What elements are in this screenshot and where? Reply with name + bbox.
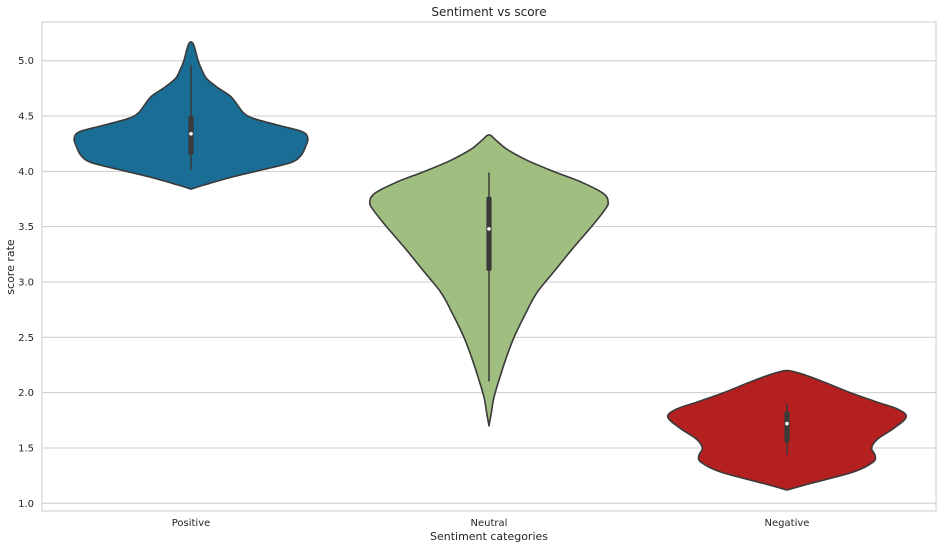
y-tick-labels: 1.0 1.5 2.0 2.5 3.0 3.5 4.0 4.5 5.0 <box>18 56 34 510</box>
median-dot <box>785 421 789 426</box>
x-tick-label: Positive <box>172 518 211 529</box>
violins <box>73 41 908 491</box>
violin-negative <box>666 369 908 491</box>
violin-positive <box>73 41 309 190</box>
plot-frame <box>41 21 937 512</box>
iqr-box <box>784 411 790 443</box>
median-dot <box>189 131 193 136</box>
y-tick-label: 1.5 <box>18 443 34 454</box>
y-tick-label: 1.0 <box>18 499 34 510</box>
median-dot <box>487 227 491 231</box>
y-tick-label: 5.0 <box>18 56 34 67</box>
y-tick-label: 3.5 <box>18 222 34 233</box>
y-tick-label: 2.5 <box>18 333 34 344</box>
x-tick-label: Neutral <box>471 518 508 529</box>
x-tick-labels: Positive Neutral Negative <box>172 518 810 529</box>
iqr-box <box>486 196 492 271</box>
y-axis-label: score rate <box>4 239 17 295</box>
chart-title: Sentiment vs score <box>431 5 546 19</box>
y-tick-label: 4.5 <box>18 112 34 123</box>
violin-neutral <box>368 134 610 427</box>
y-tick-label: 4.0 <box>18 167 34 178</box>
y-tick-label: 3.0 <box>18 277 34 288</box>
x-axis-label: Sentiment categories <box>430 530 548 543</box>
y-tick-label: 2.0 <box>18 388 34 399</box>
x-tick-label: Negative <box>765 518 810 529</box>
